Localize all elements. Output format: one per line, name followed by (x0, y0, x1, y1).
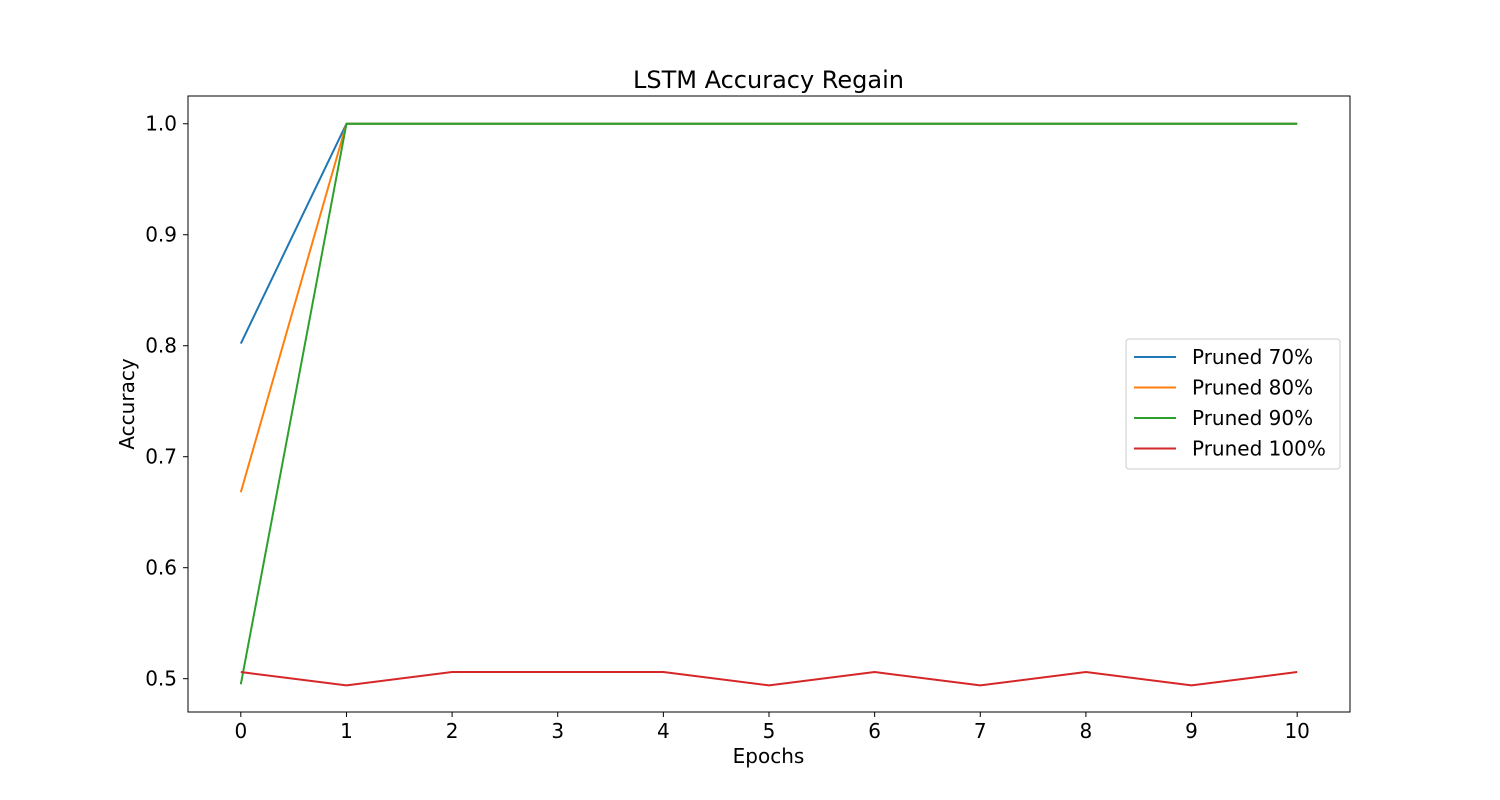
y-axis-label: Accuracy (115, 358, 139, 449)
y-tick-label: 1.0 (145, 112, 177, 136)
y-tick-label: 0.7 (145, 445, 177, 469)
x-tick-label: 1 (340, 719, 353, 743)
series-line-2 (239, 122, 1298, 685)
y-tick-label: 0.6 (145, 556, 177, 580)
legend-label-0: Pruned 70% (1192, 345, 1313, 369)
x-tick-label: 5 (763, 719, 776, 743)
legend-box (1125, 338, 1341, 470)
x-axis-label: Epochs (733, 744, 805, 768)
legend-label-2: Pruned 90% (1192, 406, 1313, 430)
x-tick-label: 10 (1284, 719, 1309, 743)
y-tick-label: 0.8 (145, 334, 177, 358)
legend-label-1: Pruned 80% (1192, 376, 1313, 400)
chart-title: LSTM Accuracy Regain (633, 66, 904, 94)
plot-area: 0 1 2 3 4 5 6 7 8 9 10 0.5 0.6 0.7 0.8 0.9 1.0 (145, 95, 1351, 743)
x-tick-label: 7 (974, 719, 987, 743)
x-tick-label: 2 (446, 719, 459, 743)
x-tick-label: 0 (234, 719, 247, 743)
y-tick-label: 0.5 (145, 667, 177, 691)
legend-label-3: Pruned 100% (1192, 437, 1326, 461)
y-tick-label: 0.9 (145, 223, 177, 247)
series-line-0 (239, 122, 1298, 344)
x-tick-label: 9 (1185, 719, 1198, 743)
x-tick-label: 8 (1080, 719, 1093, 743)
x-tick-label: 6 (868, 719, 881, 743)
series-line-3 (240, 671, 1298, 687)
x-tick-label: 4 (657, 719, 670, 743)
x-tick-label: 3 (551, 719, 564, 743)
legend: Pruned 70% Pruned 80% Pruned 90% Pruned 100… (1125, 338, 1341, 470)
